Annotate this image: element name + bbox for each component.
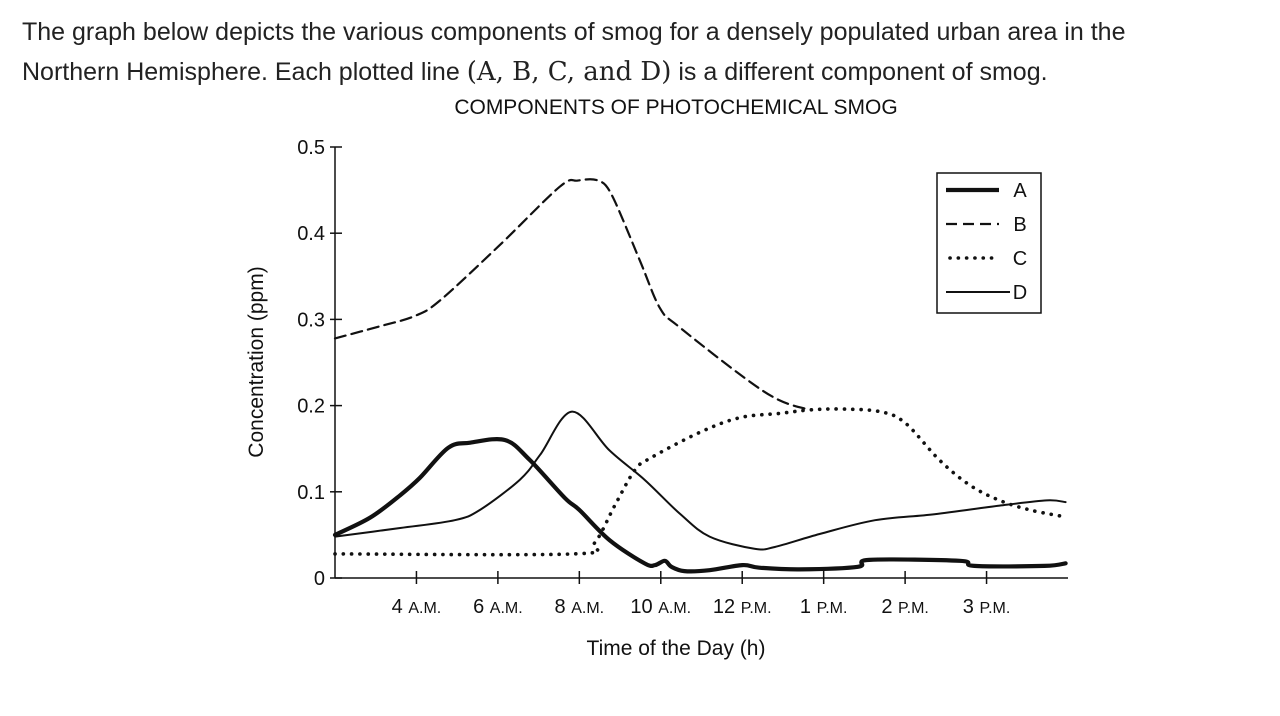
x-tick-label: 2 P.M. <box>881 596 929 618</box>
y-tick-label: 0.4 <box>297 223 325 245</box>
y-tick-label: 0.5 <box>297 137 325 159</box>
legend-box <box>936 172 1042 314</box>
y-tick-label: 0.2 <box>297 396 325 418</box>
y-tick-label: 0 <box>314 568 325 590</box>
x-axis-label: Time of the Day (h) <box>587 637 766 660</box>
x-tick-label: 10 A.M. <box>630 596 691 618</box>
legend-label-a: A <box>1013 180 1027 202</box>
series-letters-math: (A, B, C, and D) <box>466 57 672 87</box>
x-tick-label: 8 A.M. <box>555 596 605 618</box>
series-line-c <box>333 407 1062 557</box>
question-line-2: Northern Hemisphere. Each plotted line (… <box>22 52 1272 92</box>
legend-label-c: C <box>1013 248 1027 270</box>
axes: 0 0.1 0.2 0.3 0.4 0.5 4 A.M. 6 A.M. 8 A.M. 10 A.M… <box>297 137 1068 618</box>
y-axis-label: Concentration (ppm) <box>245 266 268 457</box>
x-tick-label: 3 P.M. <box>963 596 1011 618</box>
x-tick-label: 1 P.M. <box>800 596 848 618</box>
series-line-a <box>332 437 1068 574</box>
question-text: The graph below depicts the various comp… <box>22 12 1272 92</box>
question-line-2-end: is a different component of smog. <box>671 58 1048 86</box>
x-tick-label: 12 P.M. <box>713 596 772 618</box>
y-tick-label: 0.1 <box>297 482 325 504</box>
series-lines <box>332 178 1068 574</box>
legend-label-d: D <box>1013 282 1027 304</box>
y-tick-label: 0.3 <box>297 309 325 331</box>
question-line-1: The graph below depicts the various comp… <box>22 18 1126 46</box>
series-line-b <box>333 178 811 411</box>
question-line-2-start: Northern Hemisphere. Each plotted line <box>22 58 467 86</box>
series-line-d <box>334 410 1067 551</box>
chart-title: COMPONENTS OF PHOTOCHEMICAL SMOG <box>454 96 897 119</box>
x-tick-label: 6 A.M. <box>473 596 523 618</box>
legend-label-b: B <box>1013 214 1026 236</box>
x-tick-label: 4 A.M. <box>392 596 442 618</box>
